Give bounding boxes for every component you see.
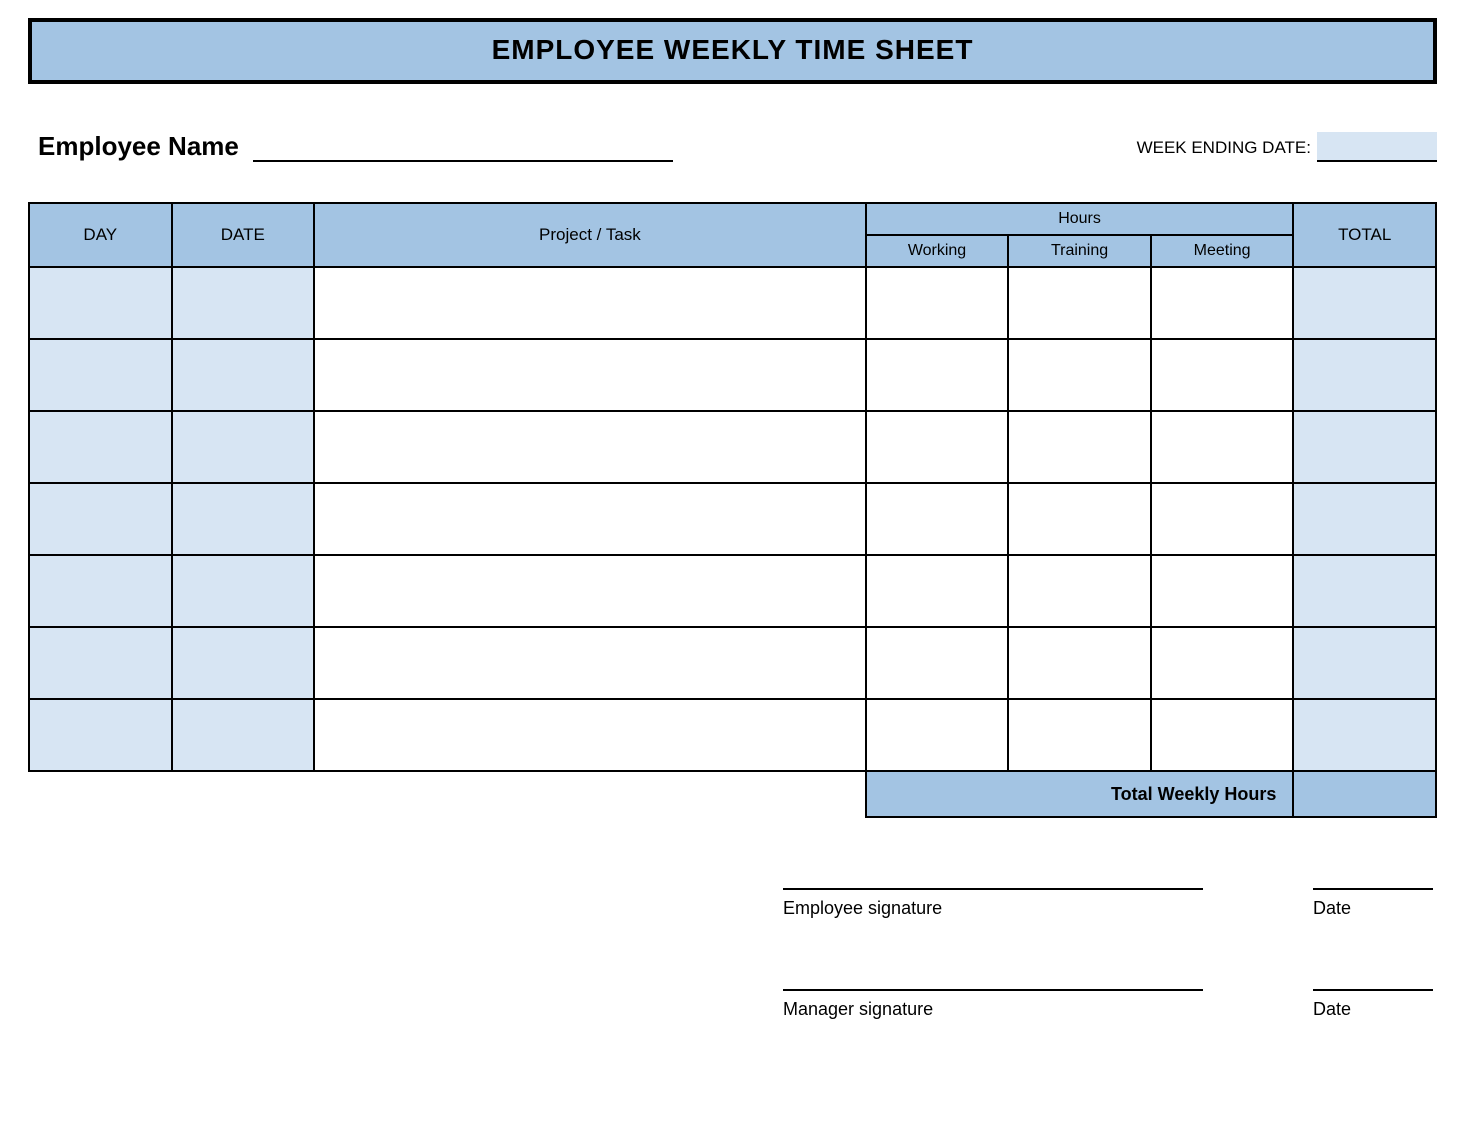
table-row [29,483,1436,555]
week-ending-field[interactable] [1317,132,1437,162]
col-header-training: Training [1008,235,1151,267]
cell-working[interactable] [866,411,1009,483]
cell-day[interactable] [29,627,172,699]
table-row [29,339,1436,411]
cell-date[interactable] [172,627,315,699]
cell-task[interactable] [314,555,866,627]
cell-training[interactable] [1008,339,1151,411]
cell-date[interactable] [172,339,315,411]
manager-date-block: Date [1313,989,1433,1020]
cell-working[interactable] [866,555,1009,627]
manager-signature-block: Manager signature [783,989,1203,1020]
employee-date-block: Date [1313,888,1433,919]
cell-task[interactable] [314,267,866,339]
title-bar: EMPLOYEE WEEKLY TIME SHEET [28,18,1437,84]
cell-working[interactable] [866,699,1009,771]
employee-name-group: Employee Name [38,130,673,162]
cell-meeting[interactable] [1151,267,1294,339]
cell-training[interactable] [1008,627,1151,699]
cell-working[interactable] [866,267,1009,339]
cell-training[interactable] [1008,483,1151,555]
cell-meeting[interactable] [1151,699,1294,771]
signature-area: Employee signature Date Manager signatur… [28,888,1437,1020]
table-row [29,411,1436,483]
cell-meeting[interactable] [1151,483,1294,555]
employee-signature-row: Employee signature Date [28,888,1437,919]
cell-training[interactable] [1008,411,1151,483]
col-header-hours: Hours [866,203,1294,235]
cell-date[interactable] [172,267,315,339]
cell-date[interactable] [172,699,315,771]
col-header-meeting: Meeting [1151,235,1294,267]
cell-day[interactable] [29,411,172,483]
cell-day[interactable] [29,483,172,555]
cell-task[interactable] [314,483,866,555]
employee-date-label: Date [1313,888,1433,919]
total-weekly-row: Total Weekly Hours [29,771,1436,817]
table-row [29,555,1436,627]
manager-signature-label: Manager signature [783,989,1203,1020]
cell-day[interactable] [29,267,172,339]
manager-signature-row: Manager signature Date [28,989,1437,1020]
cell-total[interactable] [1293,267,1436,339]
employee-signature-label: Employee signature [783,888,1203,919]
cell-working[interactable] [866,627,1009,699]
cell-training[interactable] [1008,555,1151,627]
cell-day[interactable] [29,699,172,771]
manager-date-label: Date [1313,989,1433,1020]
week-ending-group: WEEK ENDING DATE: [1137,132,1437,162]
cell-meeting[interactable] [1151,627,1294,699]
cell-working[interactable] [866,483,1009,555]
table-row [29,627,1436,699]
cell-date[interactable] [172,411,315,483]
employee-name-field[interactable] [253,130,673,162]
cell-total[interactable] [1293,699,1436,771]
col-header-total: TOTAL [1293,203,1436,267]
week-ending-label: WEEK ENDING DATE: [1137,138,1311,162]
cell-task[interactable] [314,339,866,411]
info-row: Employee Name WEEK ENDING DATE: [38,130,1437,162]
col-header-project-task: Project / Task [314,203,866,267]
employee-name-label: Employee Name [38,131,239,162]
cell-total[interactable] [1293,627,1436,699]
cell-total[interactable] [1293,411,1436,483]
cell-date[interactable] [172,483,315,555]
cell-meeting[interactable] [1151,339,1294,411]
cell-training[interactable] [1008,699,1151,771]
page-title: EMPLOYEE WEEKLY TIME SHEET [492,34,974,65]
cell-total[interactable] [1293,555,1436,627]
cell-total[interactable] [1293,339,1436,411]
col-header-date: DATE [172,203,315,267]
cell-day[interactable] [29,555,172,627]
total-weekly-hours-value[interactable] [1293,771,1436,817]
cell-day[interactable] [29,339,172,411]
col-header-working: Working [866,235,1009,267]
table-row [29,267,1436,339]
footer-spacer [29,771,866,817]
cell-task[interactable] [314,699,866,771]
table-row [29,699,1436,771]
col-header-day: DAY [29,203,172,267]
cell-meeting[interactable] [1151,555,1294,627]
cell-task[interactable] [314,411,866,483]
cell-working[interactable] [866,339,1009,411]
cell-training[interactable] [1008,267,1151,339]
total-weekly-hours-label: Total Weekly Hours [866,771,1294,817]
employee-signature-block: Employee signature [783,888,1203,919]
timesheet-table: DAY DATE Project / Task Hours TOTAL Work… [28,202,1437,818]
cell-meeting[interactable] [1151,411,1294,483]
cell-total[interactable] [1293,483,1436,555]
cell-date[interactable] [172,555,315,627]
timesheet-body: Total Weekly Hours [29,267,1436,817]
cell-task[interactable] [314,627,866,699]
